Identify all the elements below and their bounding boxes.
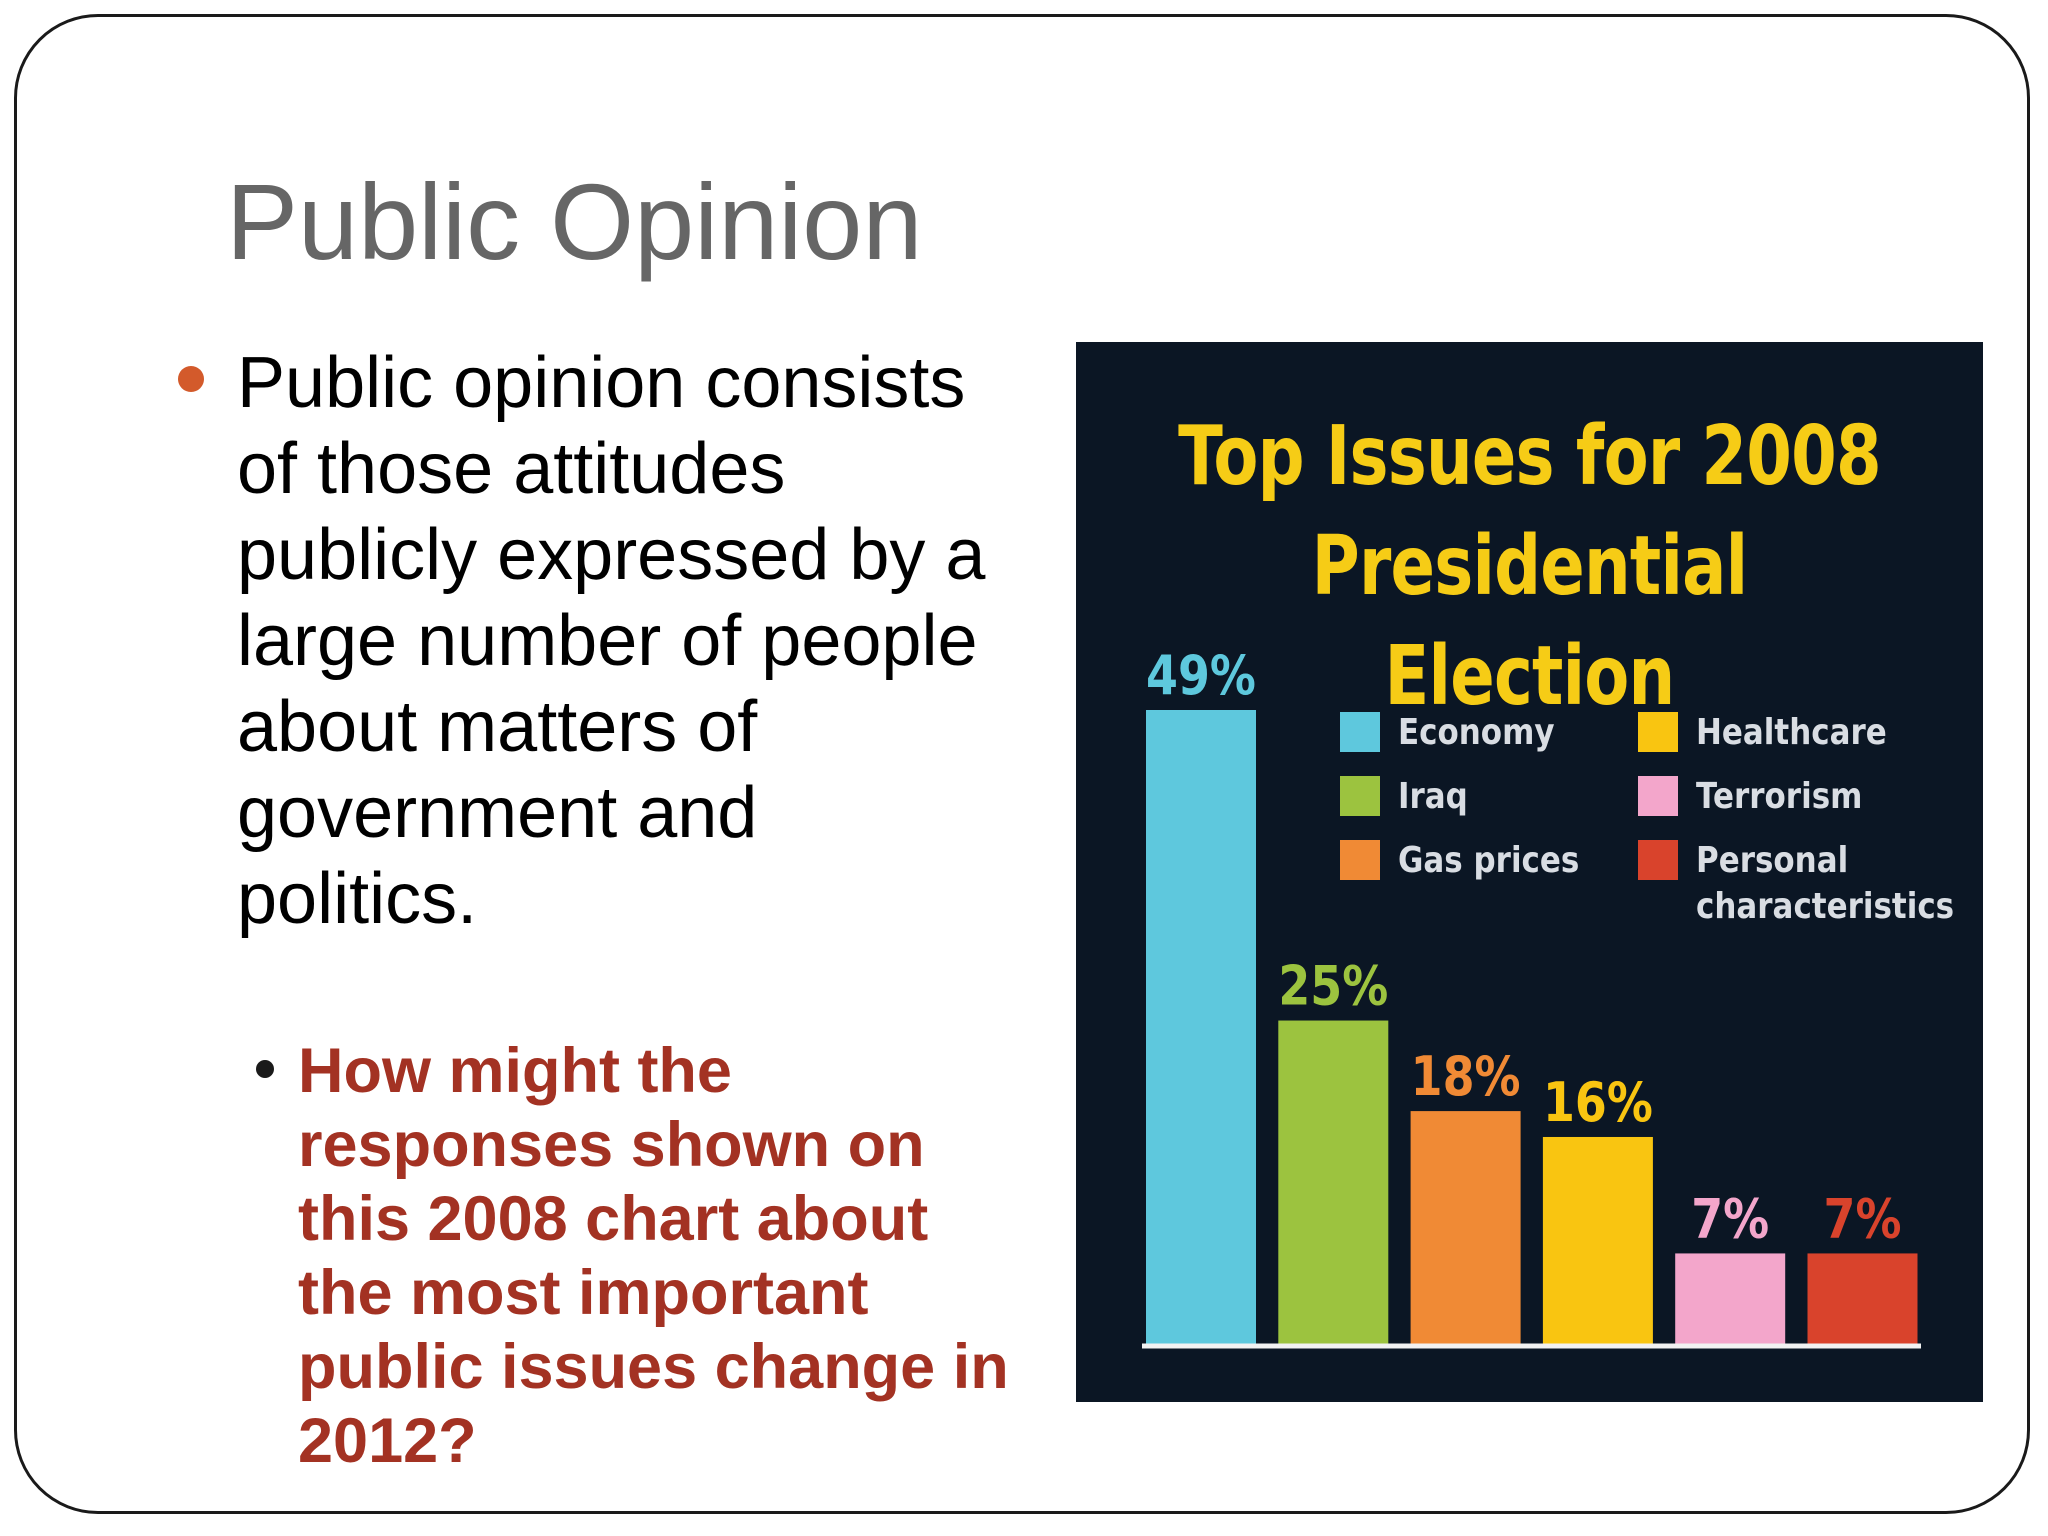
legend-label-personal-characteristics: Personal characteristics <box>1696 840 1955 927</box>
bar-chart: 49% 25% 18% 16% 7% 7% <box>1142 643 1921 1349</box>
legend-label-economy: Economy <box>1398 712 1555 753</box>
bar-terrorism <box>1675 1253 1786 1344</box>
legend-item-economy: Economy <box>1340 710 1580 756</box>
question-bullet: How might the responses shown on this 20… <box>256 1034 1036 1478</box>
legend-swatch-gas-prices <box>1340 840 1380 880</box>
bar-healthcare <box>1542 1136 1653 1344</box>
value-label-terrorism: 7% <box>1691 1187 1769 1251</box>
slide-title: Public Opinion <box>226 161 923 282</box>
legend-swatch-terrorism <box>1638 776 1678 816</box>
value-label-economy: 49% <box>1146 643 1256 707</box>
value-label-healthcare: 16% <box>1543 1070 1653 1134</box>
main-bullet-text: Public opinion consists of those attitud… <box>237 343 986 939</box>
legend-item-iraq: Iraq <box>1340 774 1479 820</box>
value-label-gas-prices: 18% <box>1411 1044 1521 1108</box>
bullet-dot <box>178 366 204 392</box>
value-label-iraq: 25% <box>1278 954 1388 1018</box>
chart-panel: Top Issues for 2008 Presidential Electio… <box>1076 342 1983 1402</box>
legend-item-healthcare: Healthcare <box>1638 710 1918 756</box>
bar-personal-characteristics <box>1807 1253 1918 1344</box>
legend-swatch-healthcare <box>1638 712 1678 752</box>
legend-label-iraq: Iraq <box>1398 776 1468 817</box>
legend-item-personal-characteristics: Personal characteristics <box>1638 838 1956 930</box>
value-label-personal-characteristics: 7% <box>1824 1187 1902 1251</box>
legend-item-terrorism: Terrorism <box>1638 774 1889 820</box>
bar-gas-prices <box>1410 1111 1521 1344</box>
legend-swatch-economy <box>1340 712 1380 752</box>
sub-bullet-dot <box>256 1060 274 1078</box>
main-bullet: Public opinion consists of those attitud… <box>178 340 1008 942</box>
legend-swatch-iraq <box>1340 776 1380 816</box>
bar-iraq <box>1278 1020 1389 1344</box>
question-text: How might the responses shown on this 20… <box>298 1036 1009 1476</box>
legend-label-terrorism: Terrorism <box>1696 776 1863 817</box>
bar-economy <box>1146 710 1256 1344</box>
legend-label-gas-prices: Gas prices <box>1398 840 1580 881</box>
legend-swatch-personal-characteristics <box>1638 840 1678 880</box>
legend-label-healthcare: Healthcare <box>1696 712 1887 753</box>
chart-title: Top Issues for 2008 Presidential Electio… <box>1178 409 1881 724</box>
legend-item-gas-prices: Gas prices <box>1340 838 1609 884</box>
